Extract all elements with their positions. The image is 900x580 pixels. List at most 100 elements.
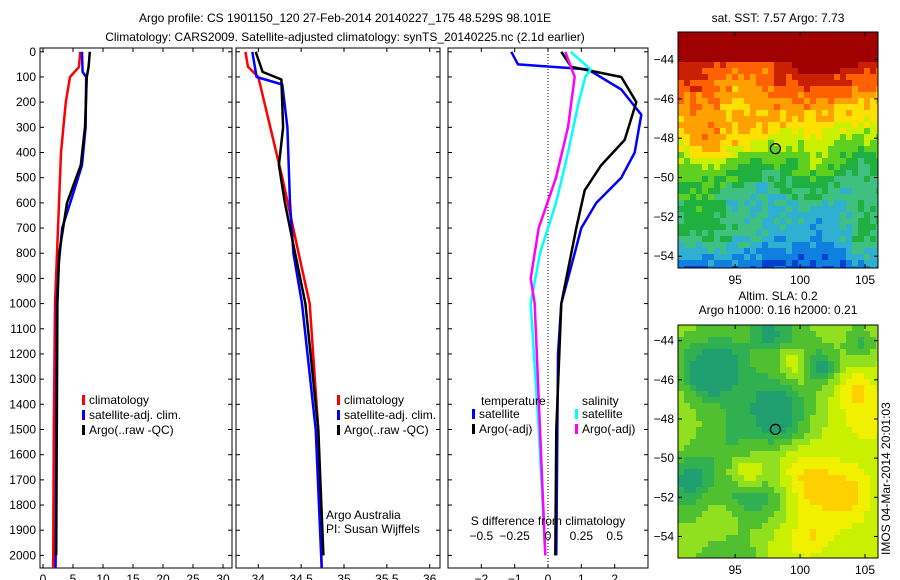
map-cell xyxy=(798,86,804,92)
map-cell xyxy=(834,511,840,517)
map-cell xyxy=(726,110,732,116)
map-cell xyxy=(852,355,858,361)
map-cell xyxy=(720,481,726,487)
map-cell xyxy=(822,212,828,218)
map-cell xyxy=(774,248,780,254)
map-cell xyxy=(810,367,816,373)
map-cell xyxy=(762,116,768,122)
map-cell xyxy=(708,218,714,224)
map-cell xyxy=(828,361,834,367)
map-cell xyxy=(876,158,878,164)
map-cell xyxy=(774,254,780,260)
map-cell xyxy=(864,230,870,236)
map-cell xyxy=(834,373,840,379)
map-cell xyxy=(870,457,876,463)
map-cell xyxy=(690,493,696,499)
map-cell xyxy=(780,62,786,68)
map-cell xyxy=(762,337,768,343)
map-cell xyxy=(768,355,774,361)
map-cell xyxy=(822,469,828,475)
map-cell xyxy=(684,547,690,553)
map-cell xyxy=(738,200,744,206)
x-tick-label: 100 xyxy=(790,273,810,287)
map-cell xyxy=(768,92,774,98)
map-cell xyxy=(780,170,786,176)
map-cell xyxy=(846,188,852,194)
map-cell xyxy=(702,505,708,511)
map-cell xyxy=(720,439,726,445)
map-cell xyxy=(738,331,744,337)
map-cell xyxy=(726,80,732,86)
map-cell xyxy=(750,433,756,439)
map-cell xyxy=(750,397,756,403)
map-cell xyxy=(828,38,834,44)
map-cell xyxy=(876,254,878,260)
map-cell xyxy=(732,56,738,62)
map-cell xyxy=(816,493,822,499)
map-cell xyxy=(714,44,720,50)
map-cell xyxy=(852,553,858,558)
map-cell xyxy=(702,421,708,427)
map-cell xyxy=(876,266,878,268)
map-cell xyxy=(816,56,822,62)
map-cell xyxy=(684,248,690,254)
map-cell xyxy=(828,517,834,523)
map-cell xyxy=(774,38,780,44)
map-cell xyxy=(750,427,756,433)
map-cell xyxy=(732,463,738,469)
map-cell xyxy=(798,170,804,176)
map-cell xyxy=(828,92,834,98)
map-cell xyxy=(762,445,768,451)
map-cell xyxy=(786,505,792,511)
map-cell xyxy=(798,367,804,373)
x-tick-label: 105 xyxy=(855,273,875,287)
map-cell xyxy=(744,152,750,158)
map-cell xyxy=(816,128,822,134)
map-cell xyxy=(684,98,690,104)
map-cell xyxy=(726,349,732,355)
map-cell xyxy=(876,122,878,128)
map-cell xyxy=(828,200,834,206)
map-cell xyxy=(756,110,762,116)
map-cell xyxy=(690,80,696,86)
map-cell xyxy=(798,445,804,451)
map-cell xyxy=(726,128,732,134)
map-cell xyxy=(864,56,870,62)
map-cell xyxy=(786,391,792,397)
map-cell xyxy=(816,541,822,547)
map-cell xyxy=(858,38,864,44)
map-cell xyxy=(756,182,762,188)
map-cell xyxy=(864,415,870,421)
map-cell xyxy=(798,38,804,44)
map-cell xyxy=(726,517,732,523)
map-cell xyxy=(738,337,744,343)
map-cell xyxy=(678,104,684,110)
map-cell xyxy=(828,146,834,152)
map-cell xyxy=(816,475,822,481)
map-cell xyxy=(810,475,816,481)
map-cell xyxy=(864,337,870,343)
map-cell xyxy=(744,92,750,98)
map-cell xyxy=(732,200,738,206)
map-cell xyxy=(702,535,708,541)
map-cell xyxy=(726,116,732,122)
map-cell xyxy=(858,493,864,499)
map-cell xyxy=(822,529,828,535)
y-tick-label: −46 xyxy=(654,92,675,106)
map-cell xyxy=(708,529,714,535)
map-cell xyxy=(720,535,726,541)
map-cell xyxy=(702,409,708,415)
map-cell xyxy=(750,74,756,80)
map-cell xyxy=(870,266,876,268)
map-cell xyxy=(870,469,876,475)
map-cell xyxy=(678,499,684,505)
map-cell xyxy=(684,415,690,421)
map-cell xyxy=(840,511,846,517)
map-cell xyxy=(816,206,822,212)
map-cell xyxy=(798,493,804,499)
map-cell xyxy=(858,469,864,475)
map-cell xyxy=(864,236,870,242)
map-cell xyxy=(822,433,828,439)
map-cell xyxy=(678,487,684,493)
map-cell xyxy=(774,481,780,487)
